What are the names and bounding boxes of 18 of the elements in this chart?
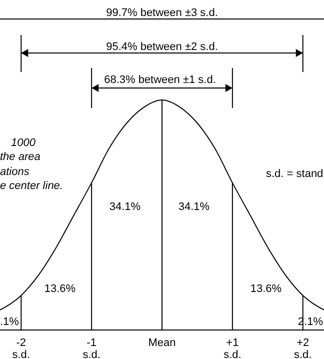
text: 95.4% between ±2 s.d. xyxy=(106,41,218,53)
annotation: 34.1% xyxy=(109,201,141,213)
annotation: 1000 xyxy=(11,137,36,149)
annotation: 34.1% xyxy=(178,201,210,213)
x-tick-label: +2 s.d. xyxy=(294,337,312,359)
annotation: 13.6% xyxy=(250,283,282,295)
x-tick-label: Mean xyxy=(148,337,176,349)
x-tick-label: -2 s.d. xyxy=(12,337,30,359)
annotation: ations xyxy=(0,166,30,178)
text: 99.7% between ±3 s.d. xyxy=(106,7,218,19)
annotation: e center line. xyxy=(0,180,63,192)
text: 68.3% between ±1 s.d. xyxy=(104,74,216,86)
x-tick-label: +1 s.d. xyxy=(224,337,242,359)
annotation: 13.6% xyxy=(44,283,76,295)
annotation: .1% xyxy=(0,316,20,328)
x-tick-label: -1 s.d. xyxy=(82,337,100,359)
annotation: s.d. = stand xyxy=(266,168,324,180)
annotation: the area xyxy=(0,151,40,163)
